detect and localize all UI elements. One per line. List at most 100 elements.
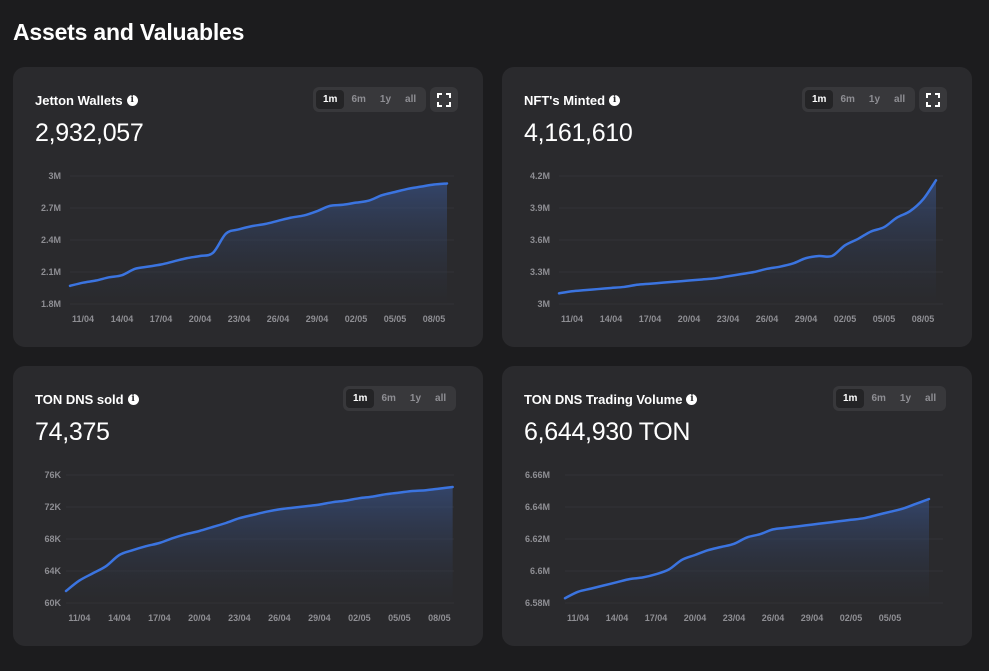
data-point[interactable] — [848, 517, 854, 523]
data-point[interactable] — [809, 522, 815, 528]
info-icon[interactable]: i — [609, 95, 621, 106]
data-point[interactable] — [738, 271, 744, 277]
data-point[interactable] — [423, 487, 429, 493]
range-option-6m[interactable]: 6m — [381, 393, 396, 404]
data-point[interactable] — [330, 499, 336, 505]
data-point[interactable] — [660, 280, 666, 286]
data-point[interactable] — [183, 531, 189, 537]
data-point[interactable] — [887, 509, 893, 515]
data-point[interactable] — [634, 282, 640, 288]
data-point[interactable] — [705, 547, 711, 553]
data-point[interactable] — [621, 284, 627, 290]
data-point[interactable] — [90, 570, 96, 576]
data-point[interactable] — [196, 528, 202, 534]
info-icon[interactable]: i — [686, 394, 698, 405]
data-point[interactable] — [158, 262, 164, 268]
data-point[interactable] — [249, 223, 255, 229]
data-point[interactable] — [340, 202, 346, 208]
data-point[interactable] — [556, 290, 562, 296]
fullscreen-button[interactable] — [430, 87, 459, 112]
data-point[interactable] — [861, 515, 867, 521]
data-point[interactable] — [290, 505, 296, 511]
range-option-6m[interactable]: 6m — [871, 393, 886, 404]
data-point[interactable] — [343, 498, 349, 504]
data-point[interactable] — [275, 218, 281, 224]
data-point[interactable] — [67, 283, 73, 289]
data-point[interactable] — [396, 490, 402, 496]
data-point[interactable] — [718, 544, 724, 550]
data-point[interactable] — [900, 506, 906, 512]
data-point[interactable] — [116, 552, 122, 558]
data-point[interactable] — [601, 582, 607, 588]
data-point[interactable] — [143, 543, 149, 549]
data-point[interactable] — [356, 495, 362, 501]
data-point[interactable] — [63, 588, 69, 594]
data-point[interactable] — [223, 231, 229, 237]
data-point[interactable] — [410, 488, 416, 494]
data-point[interactable] — [822, 520, 828, 526]
data-point[interactable] — [210, 250, 216, 256]
data-point[interactable] — [764, 266, 770, 272]
data-point[interactable] — [223, 520, 229, 526]
range-option-1m[interactable]: 1m — [805, 90, 834, 109]
data-point[interactable] — [327, 203, 333, 209]
data-point[interactable] — [653, 571, 659, 577]
data-point[interactable] — [770, 526, 776, 532]
range-option-1y[interactable]: 1y — [868, 94, 881, 105]
data-point[interactable] — [569, 288, 575, 294]
data-point[interactable] — [316, 502, 322, 508]
data-point[interactable] — [210, 524, 216, 530]
range-option-1m[interactable]: 1m — [836, 389, 865, 408]
range-option-6m[interactable]: 6m — [840, 94, 855, 105]
data-point[interactable] — [926, 496, 932, 502]
range-option-all[interactable]: all — [435, 393, 447, 404]
data-point[interactable] — [276, 506, 282, 512]
data-point[interactable] — [868, 228, 874, 234]
range-option-1y[interactable]: 1y — [409, 393, 422, 404]
range-option-6m[interactable]: 6m — [351, 94, 366, 105]
data-point[interactable] — [106, 274, 112, 280]
data-point[interactable] — [418, 184, 424, 190]
data-point[interactable] — [170, 535, 176, 541]
data-point[interactable] — [783, 525, 789, 531]
data-point[interactable] — [751, 269, 757, 275]
data-point[interactable] — [303, 503, 309, 509]
data-point[interactable] — [907, 208, 913, 214]
data-point[interactable] — [383, 491, 389, 497]
data-point[interactable] — [686, 278, 692, 284]
data-point[interactable] — [608, 285, 614, 291]
data-point[interactable] — [262, 221, 268, 227]
data-point[interactable] — [263, 509, 269, 515]
data-point[interactable] — [874, 512, 880, 518]
data-point[interactable] — [119, 272, 125, 278]
data-point[interactable] — [130, 547, 136, 553]
data-point[interactable] — [197, 253, 203, 259]
data-point[interactable] — [757, 531, 763, 537]
data-point[interactable] — [370, 494, 376, 500]
fullscreen-button[interactable] — [919, 87, 948, 112]
range-option-all[interactable]: all — [894, 94, 906, 105]
data-point[interactable] — [366, 198, 372, 204]
data-point[interactable] — [627, 576, 633, 582]
data-point[interactable] — [562, 595, 568, 601]
data-point[interactable] — [450, 484, 456, 490]
data-point[interactable] — [76, 578, 82, 584]
data-point[interactable] — [829, 253, 835, 259]
data-point[interactable] — [575, 589, 581, 595]
data-point[interactable] — [712, 275, 718, 281]
data-point[interactable] — [431, 182, 437, 188]
data-point[interactable] — [913, 501, 919, 507]
data-point[interactable] — [236, 226, 242, 232]
data-point[interactable] — [93, 278, 99, 284]
data-point[interactable] — [731, 541, 737, 547]
data-point[interactable] — [835, 518, 841, 524]
data-point[interactable] — [353, 200, 359, 206]
range-option-1m[interactable]: 1m — [346, 389, 375, 408]
data-point[interactable] — [314, 208, 320, 214]
range-option-all[interactable]: all — [405, 94, 417, 105]
data-point[interactable] — [132, 266, 138, 272]
data-point[interactable] — [816, 253, 822, 259]
data-point[interactable] — [444, 180, 450, 186]
data-point[interactable] — [679, 557, 685, 563]
data-point[interactable] — [595, 286, 601, 292]
